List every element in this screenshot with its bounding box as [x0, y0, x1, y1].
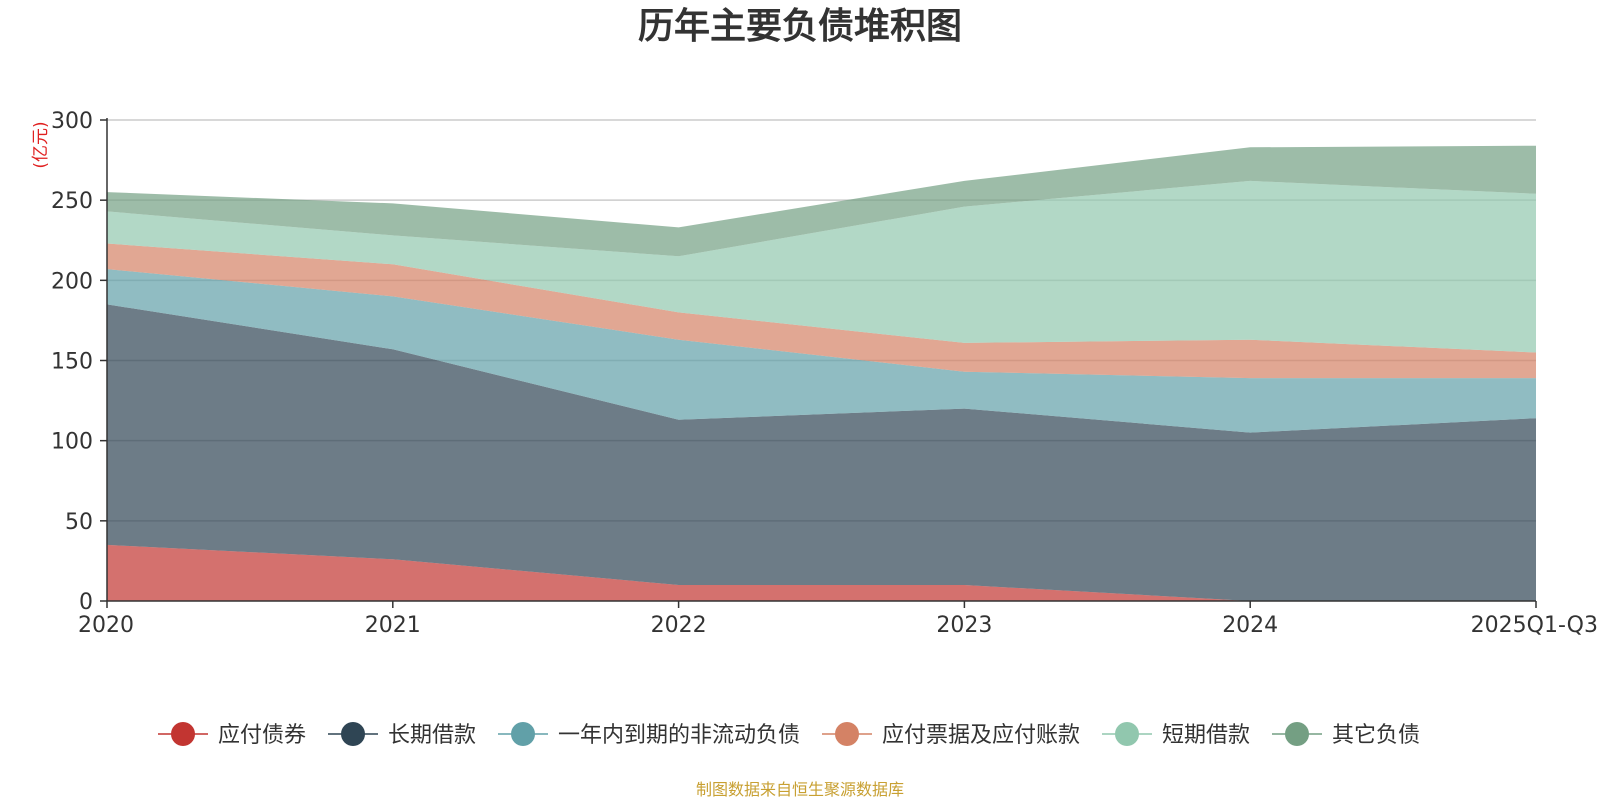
legend-marker: [511, 722, 535, 746]
area-series-应付票据及应付账款: [107, 243, 1536, 379]
area-series-长期借款: [107, 304, 1536, 601]
legend-item[interactable]: 长期借款: [328, 722, 476, 748]
x-tick-label: 2024: [1222, 613, 1278, 638]
x-tick-label: 2021: [365, 613, 421, 638]
x-tick-label: 2020: [78, 613, 134, 638]
y-tick-label: 100: [51, 430, 93, 455]
legend-label: 其它负债: [1332, 723, 1420, 748]
area-series-其它负债: [107, 145, 1536, 257]
axes: 0 50 100 150 200 250 300 2020 2021 2022 2023 2024 20…: [51, 109, 1598, 638]
y-tick-label: 300: [51, 109, 93, 134]
y-tick-label: 200: [51, 269, 93, 294]
area-series-应付债券: [107, 544, 1536, 601]
y-axis-unit-label: (亿元): [31, 121, 51, 168]
legend-item[interactable]: 短期借款: [1102, 722, 1250, 748]
y-tick-label: 0: [79, 590, 93, 615]
legend-label: 一年内到期的非流动负债: [558, 723, 800, 748]
y-tick-label: 150: [51, 350, 93, 375]
x-tick-label: 2025Q1-Q3: [1471, 613, 1598, 638]
area-series-一年内到期的非流动负债: [107, 269, 1536, 433]
chart-title: 历年主要负债堆积图: [638, 6, 962, 47]
legend-marker: [835, 722, 859, 746]
legend-marker: [1285, 722, 1309, 746]
legend-label: 应付票据及应付账款: [882, 723, 1080, 748]
x-tick-label: 2023: [936, 613, 992, 638]
area-series: [107, 145, 1536, 601]
legend[interactable]: 应付债券 长期借款 一年内到期的非流动负债 应付票据及应付账款 短期借款 其它负债: [158, 722, 1420, 748]
x-tick-label: 2022: [651, 613, 707, 638]
legend-item[interactable]: 应付票据及应付账款: [822, 722, 1080, 748]
legend-marker: [341, 722, 365, 746]
legend-item[interactable]: 应付债券: [158, 722, 306, 748]
y-tick-label: 250: [51, 189, 93, 214]
y-tick-label: 50: [65, 510, 93, 535]
legend-item[interactable]: 其它负债: [1272, 722, 1420, 748]
legend-item[interactable]: 一年内到期的非流动负债: [498, 722, 800, 748]
legend-label: 应付债券: [218, 723, 306, 748]
area-series-短期借款: [107, 180, 1536, 353]
legend-label: 短期借款: [1162, 723, 1250, 748]
legend-label: 长期借款: [388, 723, 476, 748]
source-note: 制图数据来自恒生聚源数据库: [696, 780, 904, 799]
legend-marker: [1115, 722, 1139, 746]
legend-marker: [171, 722, 195, 746]
